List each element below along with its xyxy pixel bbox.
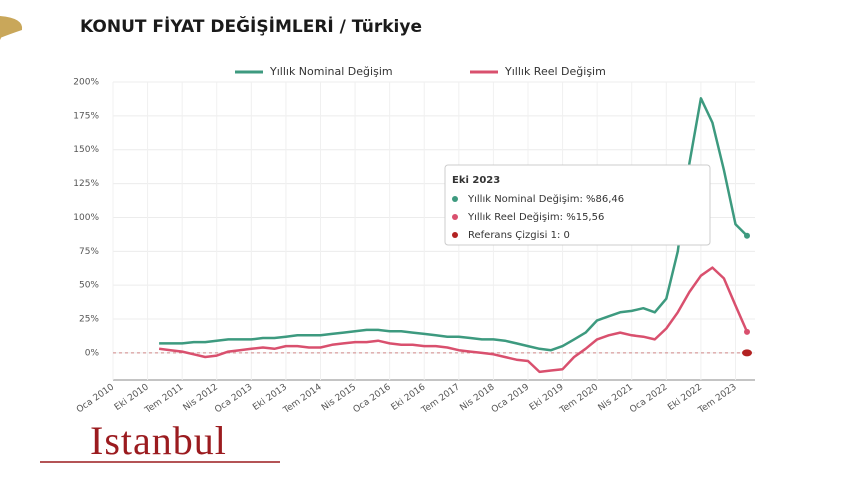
y-tick-label: 175% [73,111,99,121]
slide-title: KONUT FİYAT DEĞİŞİMLERİ / Türkiye [80,15,422,37]
chart: 0% 25% 50% 75% 100% 125% 150% 175% 200% Oca 2010 E… [73,65,755,416]
y-tick-label: 100% [73,213,99,223]
tooltip-marker [452,214,458,220]
tooltip-box [444,164,711,246]
y-tick-label: 75% [79,247,99,257]
legend-label: Yıllık Reel Değişim [504,65,606,78]
y-tick-label: 200% [73,78,99,88]
x-tick-label: Oca 2022 [628,382,669,415]
y-tick-label: 125% [73,179,99,189]
tooltip-item: Referans Çizgisi 1: 0 [468,230,570,241]
x-tick-label: Tem 2020 [558,382,601,416]
tooltip-marker [452,196,458,202]
y-tick-label: 150% [73,145,99,155]
series-point [744,232,750,239]
legend-label: Yıllık Nominal Değişim [269,65,393,78]
corner-ornament [0,16,23,40]
y-tick-label: 0% [85,348,100,358]
reference-point [742,349,752,357]
logo: Istanbul [90,418,227,463]
x-tick-label: Tem 2011 [143,382,186,416]
x-tick-label: Oca 2013 [213,382,254,415]
y-tick-label: 25% [79,315,99,325]
tooltip-item: Yıllık Reel Değişim: %15,56 [467,211,604,223]
x-tick-label: Oca 2010 [75,382,116,415]
series-line [158,266,749,374]
x-tick-label: Oca 2019 [490,382,531,415]
x-tick-label: Tem 2023 [696,382,739,416]
y-tick-label: 50% [79,281,99,291]
tooltip-marker [452,232,458,238]
x-tick-label: Oca 2016 [352,382,393,415]
tooltip-item: Yıllık Nominal Değişim: %86,46 [467,193,624,205]
x-tick-label: Tem 2017 [419,382,462,416]
series-line [159,97,748,352]
series-point [744,328,750,335]
x-tick-label: Tem 2014 [281,382,324,416]
tooltip-title: Eki 2023 [452,175,500,186]
